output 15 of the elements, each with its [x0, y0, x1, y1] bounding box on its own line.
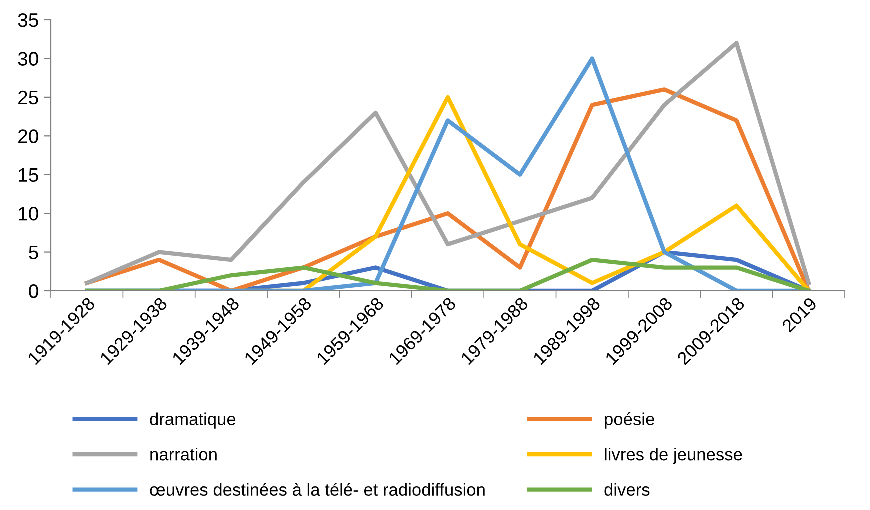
y-tick-label: 30	[18, 52, 38, 66]
line-series	[85, 258, 811, 291]
legend-label: dramatique	[150, 412, 236, 429]
y-tick-label: 25	[18, 90, 38, 105]
y-tick-label: 5	[29, 246, 38, 260]
y-tick-label: 10	[19, 207, 38, 221]
legend-label: poésie	[605, 412, 654, 429]
legend-label: œuvres destinées à la télé- et radiodiffusion	[150, 483, 485, 496]
y-tick-label: 20	[18, 130, 38, 144]
y-tick-label: 0	[29, 284, 38, 298]
legend-label: narration	[150, 448, 217, 461]
y-tick-label: 15	[19, 168, 38, 182]
legend-label: livres de jeunesse	[605, 448, 742, 464]
legend-label: divers	[604, 483, 650, 496]
y-tick-label: 35	[18, 13, 38, 28]
